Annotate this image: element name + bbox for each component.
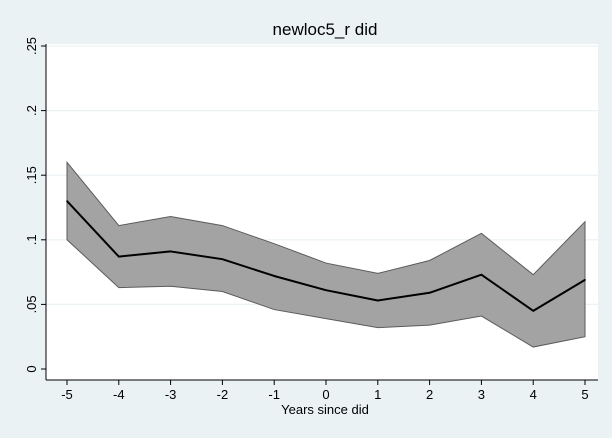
data-point-6 [377,299,379,302]
x-tick-label-0: -5 [61,387,73,402]
x-tick-label-4: -1 [268,387,280,402]
data-point-10 [584,279,586,281]
data-point-5 [325,289,327,291]
data-point-3 [221,258,224,260]
chart-title: newloc5_r did [273,20,378,39]
x-tick-label-10: 5 [581,387,588,402]
data-point-1 [118,255,120,258]
axes: 0 .05 .1 .15 .2 .25 -5 -4 -3 -2 -1 0 1 2 3 4 5 [24,37,598,402]
x-tick-label-6: 1 [374,387,381,402]
y-tick-label-1: .05 [24,295,39,313]
series-line-layer [66,200,586,312]
y-tick-label-3: .15 [24,166,39,184]
x-tick-label-1: -4 [113,387,125,402]
x-tick-label-8: 3 [478,387,485,402]
data-point-7 [428,291,431,294]
data-point-8 [480,273,483,276]
y-tick-label-5: .25 [24,37,39,55]
y-tick-label-4: .2 [24,105,39,116]
y-tick-label-2: .1 [24,234,39,245]
y-tick-label-0: 0 [24,365,39,372]
x-tick-label-2: -3 [165,387,177,402]
data-point-0 [66,200,68,202]
x-axis-label: Years since did [281,402,369,417]
data-point-9 [532,310,534,312]
data-point-4 [273,275,276,277]
data-point-2 [169,250,172,253]
x-tick-label-3: -2 [217,387,229,402]
confidence-band-layer [66,160,586,348]
x-tick-label-9: 4 [530,387,537,402]
x-tick-label-5: 0 [322,387,329,402]
confidence-band [66,160,586,348]
x-tick-label-7: 2 [426,387,433,402]
